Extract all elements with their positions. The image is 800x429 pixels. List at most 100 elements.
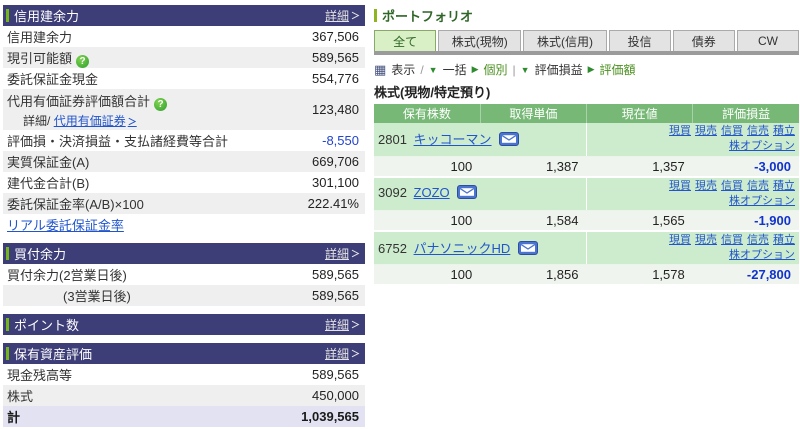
stock-cost: 1,856 bbox=[480, 264, 587, 286]
action-stock-option[interactable]: 株オプション bbox=[729, 248, 795, 261]
holdings-header-row: 保有株数 取得単価 現在値 評価損益 bbox=[374, 104, 799, 123]
action-cash-sell[interactable]: 現売 bbox=[695, 125, 717, 138]
stock-qty: 100 bbox=[374, 264, 481, 286]
action-stock-option[interactable]: 株オプション bbox=[729, 140, 795, 153]
action-cash-sell[interactable]: 現売 bbox=[695, 179, 717, 192]
buying-row-2days: 買付余力(2営業日後) 589,565 bbox=[7, 267, 359, 283]
action-margin-buy[interactable]: 信買 bbox=[721, 125, 743, 138]
portfolio-panel: ポートフォリオ 全て 株式(現物) 株式(信用) 投信 債券 CW ▦ 表示 /… bbox=[374, 5, 800, 427]
stock-pl: -3,000 bbox=[692, 156, 799, 178]
stock-code: 2801 bbox=[378, 132, 407, 148]
action-accumulate[interactable]: 積立 bbox=[773, 233, 795, 246]
buying-row-3days: (3営業日後) 589,565 bbox=[3, 285, 365, 306]
col-header-price: 現在値 bbox=[585, 104, 693, 123]
stock-cost: 1,584 bbox=[480, 210, 587, 232]
chevron-right-icon: ＞ bbox=[127, 116, 137, 127]
section-buying-power: 買付余力 詳細 ＞ 買付余力(2営業日後) 589,565 (3営業日後) 58… bbox=[3, 243, 365, 306]
bulk-mode-label: 一括 bbox=[442, 63, 467, 77]
detail-link[interactable]: 詳細 ＞ bbox=[324, 318, 360, 332]
assets-row-cash: 現金残高等 589,565 bbox=[7, 367, 359, 383]
col-header-cost: 取得単価 bbox=[479, 104, 587, 123]
action-cash-buy[interactable]: 現買 bbox=[669, 125, 691, 138]
margin-row-deposit-ratio: 委託保証金率(A/B)×100 222.41% bbox=[3, 193, 365, 214]
pipe-separator: | bbox=[512, 62, 516, 77]
accent-bar-icon bbox=[6, 9, 9, 22]
mail-icon[interactable] bbox=[517, 240, 538, 258]
triangle-right-icon: ▶ bbox=[587, 64, 595, 74]
valuation-mode-link[interactable]: 評価額 bbox=[599, 63, 636, 77]
margin-row-real-deposit: 実質保証金(A) 669,706 bbox=[3, 151, 365, 172]
individual-mode-link[interactable]: 個別 bbox=[483, 63, 508, 77]
stock-name-link[interactable]: キッコーマン bbox=[413, 132, 492, 148]
chevron-right-icon: ＞ bbox=[350, 349, 360, 359]
section-assets: 保有資産評価 詳細 ＞ 現金残高等 589,565 株式 450,000 計 1… bbox=[3, 343, 365, 427]
help-icon[interactable]: ? bbox=[76, 54, 90, 68]
chevron-right-icon: ＞ bbox=[350, 320, 360, 330]
action-stock-option[interactable]: 株オプション bbox=[729, 194, 795, 207]
action-cash-buy[interactable]: 現買 bbox=[669, 233, 691, 246]
mail-icon[interactable] bbox=[457, 185, 478, 202]
tab-all[interactable]: 全て bbox=[374, 30, 437, 51]
tab-stock-margin[interactable]: 株式(信用) bbox=[523, 30, 607, 51]
help-icon[interactable]: ? bbox=[154, 97, 168, 111]
slash-separator: / bbox=[420, 62, 424, 77]
margin-row-substitute-securities: 代用有価証券評価額合計? 詳細/ 代用有価証券＞ 123,480 bbox=[3, 89, 365, 130]
action-accumulate[interactable]: 積立 bbox=[773, 125, 795, 138]
assets-row-stocks: 株式 450,000 bbox=[3, 385, 365, 406]
stock-qty: 100 bbox=[374, 156, 481, 178]
action-cash-buy[interactable]: 現買 bbox=[669, 179, 691, 192]
chevron-right-icon: ＞ bbox=[350, 249, 360, 259]
stock-cost: 1,387 bbox=[480, 156, 587, 178]
stock-value-row: 100 1,856 1,578 -27,800 bbox=[374, 264, 799, 286]
margin-row-valuation-loss: 評価損・決済損益・支払諸経費等合計 -8,550 bbox=[7, 133, 359, 149]
stock-pl: -27,800 bbox=[692, 264, 799, 286]
chevron-right-icon: ＞ bbox=[350, 11, 360, 21]
tab-cw[interactable]: CW bbox=[736, 30, 800, 51]
section-title: 信用建余力 bbox=[14, 9, 80, 24]
section-points: ポイント数 詳細 ＞ bbox=[3, 314, 365, 335]
tab-bonds[interactable]: 債券 bbox=[672, 30, 735, 51]
action-cash-sell[interactable]: 現売 bbox=[695, 233, 717, 246]
tab-stock-cash[interactable]: 株式(現物) bbox=[438, 30, 522, 51]
stock-value-row: 100 1,584 1,565 -1,900 bbox=[374, 210, 799, 232]
substitute-securities-link[interactable]: 代用有価証券＞ bbox=[53, 113, 137, 128]
action-margin-buy[interactable]: 信買 bbox=[721, 233, 743, 246]
detail-link[interactable]: 詳細 ＞ bbox=[324, 347, 360, 361]
tab-funds[interactable]: 投信 bbox=[608, 30, 671, 51]
action-margin-buy[interactable]: 信買 bbox=[721, 179, 743, 192]
stock-qty: 100 bbox=[374, 210, 481, 232]
tabstrip-divider bbox=[374, 51, 799, 55]
action-margin-sell[interactable]: 信売 bbox=[747, 233, 769, 246]
detail-link[interactable]: 詳細 ＞ bbox=[324, 9, 360, 23]
margin-row-open-amount: 建代金合計(B) 301,100 bbox=[7, 175, 359, 191]
assets-row-total: 計 1,039,565 bbox=[3, 406, 365, 427]
portfolio-title: ポートフォリオ bbox=[374, 6, 799, 25]
section-header-buying: 買付余力 詳細 ＞ bbox=[3, 243, 365, 264]
margin-row-credit-power: 信用建余力 367,506 bbox=[7, 29, 359, 45]
col-header-qty: 保有株数 bbox=[374, 104, 481, 123]
accent-bar-icon bbox=[6, 318, 9, 331]
detail-link[interactable]: 詳細 ＞ bbox=[324, 247, 360, 261]
section-header-points: ポイント数 詳細 ＞ bbox=[3, 314, 365, 335]
stock-code: 6752 bbox=[378, 240, 407, 256]
grid-icon: ▦ bbox=[374, 61, 387, 77]
action-margin-sell[interactable]: 信売 bbox=[747, 125, 769, 138]
action-accumulate[interactable]: 積立 bbox=[773, 179, 795, 192]
stock-value-row: 100 1,387 1,357 -3,000 bbox=[374, 156, 799, 178]
stock-name-link[interactable]: ZOZO bbox=[413, 185, 450, 201]
triangle-down-icon: ▼ bbox=[428, 64, 438, 75]
margin-row-realtime-ratio: リアル委託保証金率 bbox=[3, 214, 365, 235]
stock-price: 1,565 bbox=[586, 210, 693, 232]
mail-icon[interactable] bbox=[499, 132, 520, 149]
triangle-down-icon: ▼ bbox=[520, 64, 530, 75]
stock-name-row: 3092 ZOZO 現買 現売 信買 信売 積立 株オプション bbox=[374, 177, 799, 211]
holdings-table: 保有株数 取得単価 現在値 評価損益 2801 キッコーマン 現 bbox=[374, 104, 799, 286]
stock-name-link[interactable]: パナソニックHD bbox=[413, 240, 511, 256]
account-summary-panel: 信用建余力 詳細 ＞ 信用建余力 367,506 現引可能額? 589,565 … bbox=[3, 5, 365, 427]
col-header-pl: 評価損益 bbox=[692, 104, 799, 123]
pl-mode-label: 評価損益 bbox=[534, 63, 583, 77]
realtime-margin-ratio-link[interactable]: リアル委託保証金率 bbox=[7, 218, 124, 233]
section-header-assets: 保有資産評価 詳細 ＞ bbox=[3, 343, 365, 364]
action-margin-sell[interactable]: 信売 bbox=[747, 179, 769, 192]
